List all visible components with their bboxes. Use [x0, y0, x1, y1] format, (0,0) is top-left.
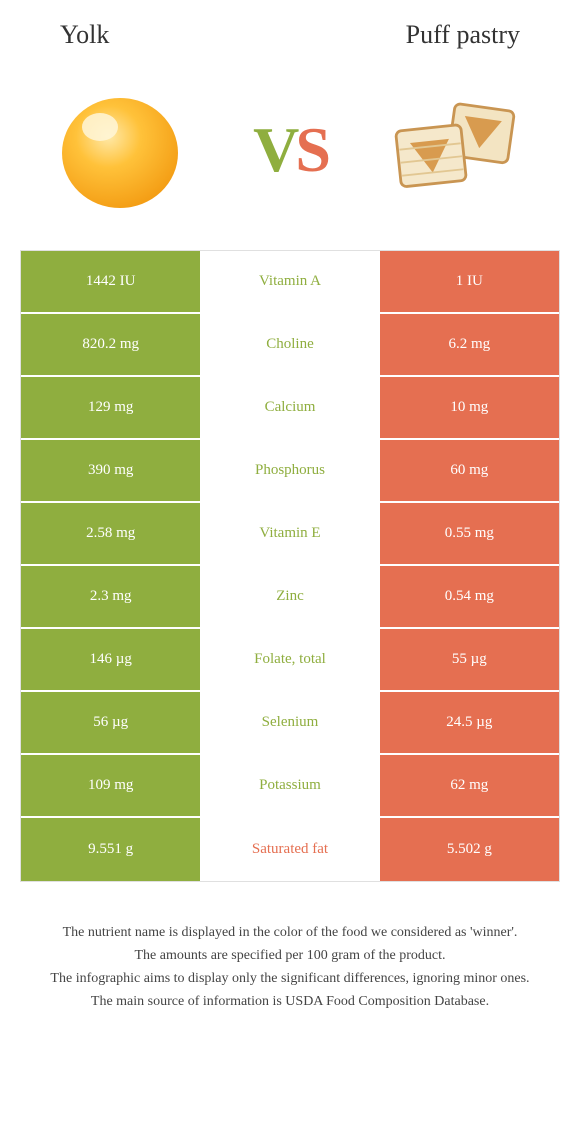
nutrient-name: Choline	[200, 314, 379, 375]
header: Yolk Puff pastry	[0, 0, 580, 60]
nutrient-name: Zinc	[200, 566, 379, 627]
comparison-table: 1442 IUVitamin A1 IU820.2 mgCholine6.2 m…	[20, 250, 560, 882]
value-right: 6.2 mg	[380, 314, 559, 375]
nutrient-name: Folate, total	[200, 629, 379, 690]
value-left: 2.58 mg	[21, 503, 200, 564]
value-right: 10 mg	[380, 377, 559, 438]
footer-line: The infographic aims to display only the…	[30, 968, 550, 989]
title-right: Puff pastry	[406, 20, 520, 50]
value-left: 146 µg	[21, 629, 200, 690]
value-right: 60 mg	[380, 440, 559, 501]
value-left: 1442 IU	[21, 251, 200, 312]
images-row: VS	[0, 60, 580, 250]
value-left: 129 mg	[21, 377, 200, 438]
nutrient-name: Potassium	[200, 755, 379, 816]
value-left: 390 mg	[21, 440, 200, 501]
vs-v: V	[253, 114, 295, 185]
nutrient-name: Selenium	[200, 692, 379, 753]
footer-line: The nutrient name is displayed in the co…	[30, 922, 550, 943]
table-row: 9.551 gSaturated fat5.502 g	[21, 818, 559, 881]
footer-notes: The nutrient name is displayed in the co…	[0, 882, 580, 1012]
value-right: 1 IU	[380, 251, 559, 312]
nutrient-name: Vitamin A	[200, 251, 379, 312]
nutrient-name: Vitamin E	[200, 503, 379, 564]
table-row: 56 µgSelenium24.5 µg	[21, 692, 559, 755]
nutrient-name: Saturated fat	[200, 818, 379, 881]
footer-line: The main source of information is USDA F…	[30, 991, 550, 1012]
table-row: 146 µgFolate, total55 µg	[21, 629, 559, 692]
table-row: 129 mgCalcium10 mg	[21, 377, 559, 440]
footer-line: The amounts are specified per 100 gram o…	[30, 945, 550, 966]
value-right: 62 mg	[380, 755, 559, 816]
table-row: 1442 IUVitamin A1 IU	[21, 251, 559, 314]
title-left: Yolk	[60, 20, 109, 50]
table-row: 820.2 mgCholine6.2 mg	[21, 314, 559, 377]
value-right: 0.55 mg	[380, 503, 559, 564]
yolk-icon	[50, 80, 190, 220]
table-row: 390 mgPhosphorus60 mg	[21, 440, 559, 503]
value-left: 56 µg	[21, 692, 200, 753]
table-row: 2.58 mgVitamin E0.55 mg	[21, 503, 559, 566]
value-right: 55 µg	[380, 629, 559, 690]
value-left: 109 mg	[21, 755, 200, 816]
value-left: 820.2 mg	[21, 314, 200, 375]
table-row: 2.3 mgZinc0.54 mg	[21, 566, 559, 629]
value-left: 9.551 g	[21, 818, 200, 881]
pastry-icon	[390, 80, 530, 220]
nutrient-name: Calcium	[200, 377, 379, 438]
value-left: 2.3 mg	[21, 566, 200, 627]
table-row: 109 mgPotassium62 mg	[21, 755, 559, 818]
nutrient-name: Phosphorus	[200, 440, 379, 501]
vs-s: S	[295, 114, 327, 185]
value-right: 0.54 mg	[380, 566, 559, 627]
value-right: 5.502 g	[380, 818, 559, 881]
vs-label: VS	[253, 113, 327, 187]
value-right: 24.5 µg	[380, 692, 559, 753]
